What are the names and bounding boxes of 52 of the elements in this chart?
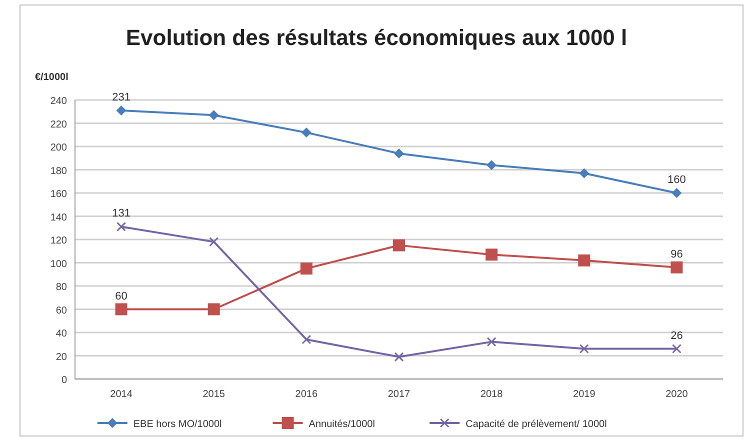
point	[672, 188, 682, 198]
x-tick-label: 2018	[480, 389, 504, 400]
y-tick-label: 20	[56, 352, 68, 363]
point	[208, 303, 220, 316]
point	[579, 168, 590, 178]
y-tick-label: 220	[50, 119, 68, 130]
point	[394, 352, 404, 362]
data-label: 160	[668, 174, 686, 186]
data-label: 96	[670, 248, 683, 260]
y-tick-label: 160	[50, 189, 68, 200]
y-tick-label: 140	[50, 212, 68, 224]
data-label: 26	[670, 330, 683, 342]
y-tick-label: 0	[61, 375, 68, 386]
point	[301, 128, 312, 138]
y-tick-label: 40	[56, 328, 68, 340]
y-tick-label: 180	[50, 166, 68, 177]
point	[209, 237, 219, 247]
point	[579, 344, 589, 354]
x-tick-label: 2019	[573, 389, 596, 400]
point	[486, 248, 498, 261]
point	[672, 344, 682, 354]
y-axis-title: €/1000l	[35, 72, 69, 83]
x-tick-label: 2015	[202, 389, 226, 400]
data-label: 231	[112, 91, 130, 104]
y-tick-label: 240	[50, 96, 68, 107]
legend-label: Capacité de prélèvement/ 1000l	[466, 419, 607, 430]
y-tick-label: 60	[56, 305, 68, 316]
point	[486, 160, 497, 170]
point	[116, 222, 126, 232]
chart-title: Evolution des résultats économiques aux 1000 l	[126, 25, 628, 50]
point	[115, 303, 128, 316]
point	[300, 262, 312, 275]
x-tick-label: 2016	[295, 389, 318, 400]
point	[208, 110, 219, 120]
point	[578, 254, 590, 266]
point	[670, 261, 683, 274]
point	[116, 105, 126, 116]
data-label: 60	[115, 290, 128, 302]
y-tick-label: 200	[50, 142, 68, 154]
x-tick-label: 2020	[666, 389, 688, 400]
point	[393, 239, 405, 252]
y-tick-label: 100	[50, 258, 68, 270]
y-tick-label: 120	[50, 236, 68, 246]
data-label: 131	[112, 208, 130, 220]
legend-label: Annuités/1000l	[308, 419, 375, 430]
y-tick-label: 80	[56, 282, 68, 293]
point	[302, 334, 312, 344]
x-tick-label: 2014	[110, 389, 133, 400]
legend-label: EBE hors MO/1000l	[133, 419, 222, 430]
point	[394, 148, 404, 158]
point	[486, 337, 496, 347]
x-tick-label: 2017	[388, 389, 411, 400]
